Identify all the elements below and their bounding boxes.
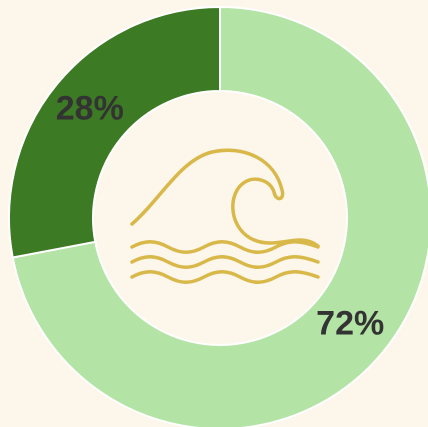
donut-slice [8,5,221,259]
donut-slice [11,5,428,427]
wave-icon [130,148,320,284]
value-label: 72% [316,305,384,343]
value-label: 28% [56,89,124,127]
